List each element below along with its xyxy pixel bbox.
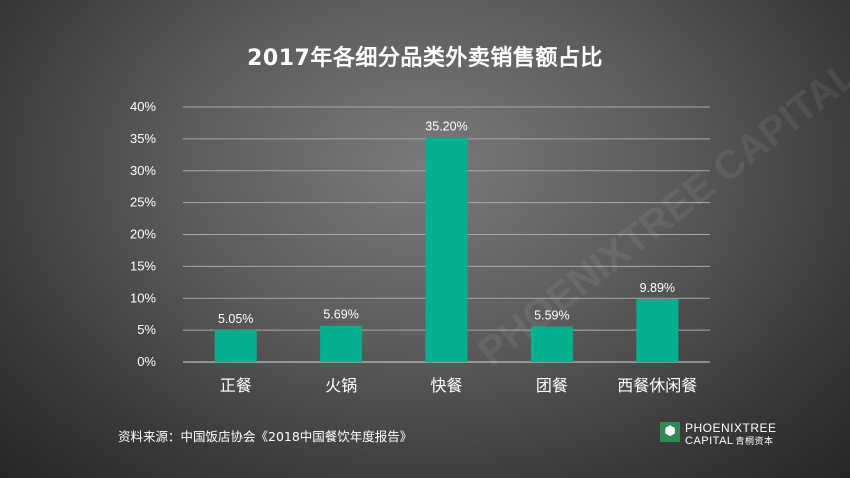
data-label: 35.20%: [425, 120, 467, 134]
data-label: 5.69%: [323, 308, 358, 322]
bar: [425, 137, 468, 362]
chart-title: 2017年各细分品类外卖销售额占比: [247, 46, 603, 71]
y-tick-label: 15%: [130, 258, 156, 273]
y-tick-label: 35%: [130, 131, 156, 146]
y-tick-label: 20%: [130, 227, 156, 242]
company-logo: ⬢ PHOENIXTREE CAPITAL 青桐资本: [660, 421, 800, 451]
logo-cube-icon: ⬢: [660, 422, 680, 442]
data-label: 5.05%: [218, 312, 253, 326]
y-tick-label: 0%: [137, 354, 156, 369]
y-tick-label: 30%: [130, 163, 156, 178]
source-note: 资料来源：中国饭店协会《2018中国餐饮年度报告》: [118, 429, 413, 444]
data-label: 9.89%: [640, 281, 675, 295]
y-tick-label: 25%: [130, 195, 156, 210]
x-tick-label: 西餐休闲餐: [617, 376, 697, 395]
data-label: 5.59%: [534, 308, 569, 322]
x-tick-label: 快餐: [430, 376, 462, 395]
bar: [214, 329, 257, 362]
logo-line2: CAPITAL 青桐资本: [685, 434, 774, 447]
x-tick-label: 团餐: [536, 376, 568, 395]
logo-line2-en: CAPITAL: [685, 435, 734, 447]
y-tick-label: 5%: [137, 322, 156, 337]
x-tick-label: 火锅: [325, 376, 357, 395]
logo-line2-cn: 青桐资本: [735, 436, 774, 446]
x-tick-label: 正餐: [220, 376, 252, 395]
logo-line1: PHOENIXTREE: [685, 421, 777, 435]
y-tick-label: 10%: [130, 290, 156, 305]
bar: [320, 325, 363, 362]
bar: [530, 326, 573, 362]
bar: [636, 298, 679, 362]
y-tick-label: 40%: [130, 99, 156, 114]
